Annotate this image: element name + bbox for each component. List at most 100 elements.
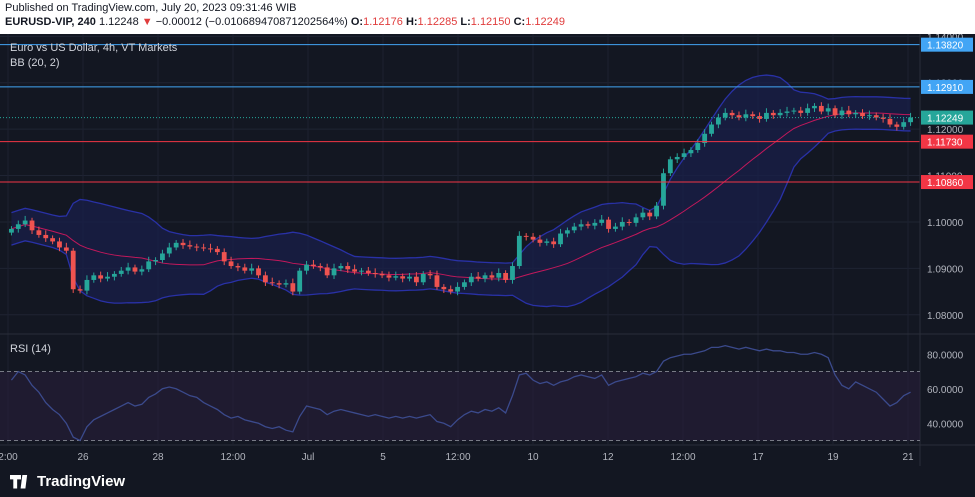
price-change: −0.00012 (155, 16, 202, 28)
candle-body (558, 233, 563, 245)
candle-body (592, 222, 598, 226)
candle-body (825, 108, 831, 112)
last-price-badge (921, 110, 973, 125)
candle-body (194, 246, 200, 248)
candle-body (812, 105, 817, 109)
low-label: L: (460, 16, 471, 28)
candle-body (791, 110, 797, 112)
high-label: H: (405, 16, 418, 28)
candle-body (805, 108, 811, 113)
candle-body (262, 275, 268, 283)
rsi-line (10, 344, 911, 442)
chart-title: Euro vs US Dollar, 4h, VT Markets (10, 42, 178, 54)
close-label: C: (513, 16, 526, 28)
candle-body (860, 112, 865, 117)
candle-body (420, 273, 426, 283)
down-arrow-icon: ▼ (141, 16, 153, 28)
candle-body (84, 279, 90, 291)
candle-body (571, 226, 577, 231)
candle-body (50, 238, 56, 242)
bollinger-upper-band (11, 74, 911, 264)
candle-body (393, 276, 399, 278)
candle-body (695, 143, 701, 151)
support-level-label: 1.10860 (927, 178, 964, 189)
candle-body (441, 286, 447, 290)
time-tick-label: 5 (380, 452, 386, 463)
candle-body (468, 276, 474, 283)
candle-body (228, 261, 234, 267)
high-value: 1.12285 (417, 16, 458, 28)
candle-body (743, 114, 749, 118)
candle-body (304, 264, 309, 271)
last-price-label: 1.12249 (927, 114, 964, 125)
close-value: 1.12249 (525, 16, 565, 28)
candle-body (764, 112, 769, 119)
price-tick-label: 1.08000 (927, 311, 964, 322)
candle-body (667, 159, 673, 174)
candle-body (413, 276, 419, 283)
candle-body (654, 205, 660, 217)
candle-body (798, 110, 804, 113)
price-tick-label: 1.10000 (927, 218, 964, 229)
chart-area[interactable]: 1.080001.090001.100001.110001.120001.130… (0, 34, 975, 466)
resistance-level-badge (921, 79, 973, 94)
candle-body (606, 219, 611, 229)
candle-body (489, 275, 495, 278)
candle-body (214, 248, 220, 253)
time-tick-label: 12 (602, 452, 614, 463)
candle-body (345, 266, 351, 270)
candle-body (256, 268, 261, 276)
candle-body (873, 115, 879, 118)
candle-body (166, 247, 172, 254)
candle-body (63, 247, 69, 251)
time-tick-label: Jul (302, 452, 315, 463)
candle-body (427, 273, 433, 276)
bollinger-lower-band (11, 128, 911, 308)
time-tick-label: 12:00 (670, 452, 695, 463)
candle-body (36, 230, 42, 235)
time-tick-label: 17 (752, 452, 764, 463)
candle-body (201, 247, 207, 249)
candle-body (661, 173, 666, 206)
candle-body (146, 261, 152, 270)
support-level-label: 1.11730 (927, 138, 963, 149)
candle-body (564, 230, 570, 234)
candle-body (681, 153, 687, 157)
candle-body (846, 110, 852, 115)
tradingview-logo[interactable]: TradingView (10, 473, 125, 490)
candle-body (894, 124, 900, 127)
candle-body (338, 266, 344, 269)
candle-body (516, 235, 522, 267)
rsi-tick-label: 60.0000 (927, 385, 964, 396)
price-axis (920, 34, 975, 466)
candle-body (290, 283, 296, 292)
support-level-badge (921, 175, 973, 190)
candle-body (674, 156, 680, 160)
candle-body (407, 276, 412, 279)
price-chart-svg[interactable]: 1.080001.090001.100001.110001.120001.130… (0, 34, 975, 466)
candle-body (523, 235, 529, 237)
candle-body (352, 269, 358, 272)
candle-body (98, 275, 104, 279)
candle-body (832, 108, 838, 116)
last-price: 1.12248 (98, 16, 139, 28)
price-tick-label: 1.09000 (927, 264, 964, 275)
candle-body (311, 264, 316, 267)
low-value: 1.12150 (470, 16, 511, 28)
candle-body (613, 226, 618, 229)
candle-body (43, 234, 49, 239)
candle-body (750, 114, 756, 117)
candle-body (29, 220, 35, 231)
candle-body (317, 266, 323, 268)
time-tick-label: 10 (527, 452, 539, 463)
candle-body (77, 289, 83, 291)
candle-body (770, 112, 776, 116)
candle-body (297, 270, 303, 292)
candle-body (626, 221, 632, 223)
candle-body (530, 236, 536, 240)
candle-body (235, 266, 241, 268)
candle-body (173, 242, 179, 248)
candle-body (702, 133, 708, 144)
candle-body (866, 115, 872, 117)
candle-body (853, 112, 859, 115)
